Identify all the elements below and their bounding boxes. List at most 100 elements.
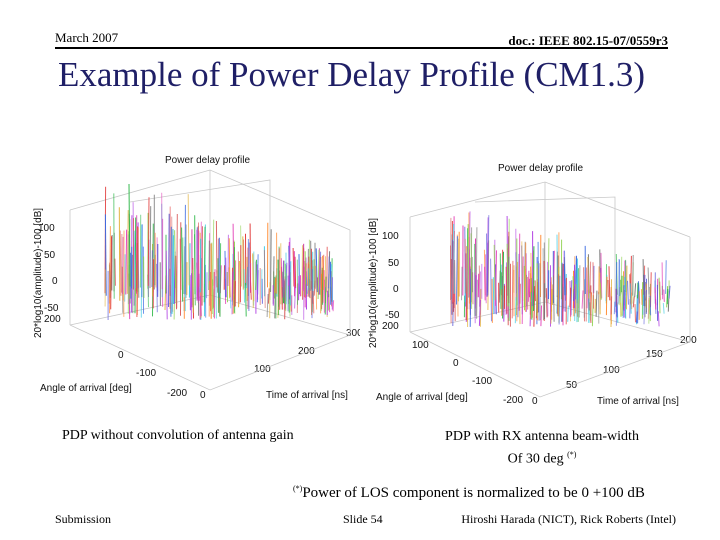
pdp-stem <box>493 244 496 301</box>
angle-tick: 0 <box>118 350 124 361</box>
pdp-stem <box>171 228 174 314</box>
angle-tick: 200 <box>44 314 61 325</box>
time-tick: 0 <box>532 396 538 407</box>
pdp-stem <box>332 300 335 312</box>
pdp-stem <box>118 207 121 301</box>
pdp-stem <box>461 266 463 301</box>
pdp-stem <box>499 253 502 309</box>
angle-tick: -200 <box>167 388 187 399</box>
pdp-stem <box>487 215 490 296</box>
pdp-stem <box>319 251 322 295</box>
pdp-stem <box>154 232 157 288</box>
pdp-stem <box>303 247 305 298</box>
pdp-stem <box>530 252 533 293</box>
z-tick: 0 <box>52 276 58 287</box>
z-tick: 50 <box>44 250 56 261</box>
pdp-stem <box>187 194 190 286</box>
pdp-stem <box>211 242 213 315</box>
pdp-plot-no-antenna: Power delay profile 20*log10(amplitude)-… <box>33 155 360 401</box>
pdp-stem <box>176 213 178 309</box>
pdp-stem <box>213 271 215 308</box>
pdp-stem <box>212 219 215 286</box>
footer-authors: Hiroshi Harada (NICT), Rick Roberts (Int… <box>461 512 676 526</box>
pdp-stem <box>634 283 637 298</box>
caption-right-line2-wrap: Of 30 deg (*) <box>402 446 682 469</box>
pdp-stem <box>583 267 585 322</box>
pdp-stem <box>642 259 645 295</box>
pdp-stem <box>454 259 456 322</box>
pdp-stem <box>600 252 603 299</box>
pdp-stem <box>589 261 592 294</box>
pdp-stem <box>621 275 624 316</box>
z-axis-label: 20*log10(amplitude)-100 [dB] <box>368 218 379 348</box>
pdp-stem <box>266 293 269 318</box>
pdp-stem <box>570 280 573 316</box>
pdp-stem <box>282 260 284 298</box>
pdp-stem <box>306 262 309 286</box>
pdp-stem <box>645 281 647 313</box>
pdp-stem <box>151 250 153 288</box>
pdp-stem <box>292 247 295 287</box>
pdp-stem <box>663 289 665 302</box>
pdp-stem <box>242 236 244 290</box>
pdp-stem <box>243 268 245 303</box>
pdp-stem <box>219 243 222 317</box>
pdp-stem <box>587 254 590 311</box>
pdp-stem <box>322 255 324 290</box>
footer-slide-number: Slide 54 <box>343 512 383 526</box>
pdp-stem <box>641 289 643 305</box>
pdp-stem <box>654 287 657 310</box>
pdp-stem <box>642 292 644 315</box>
pdp-stem <box>622 285 625 318</box>
pdp-stem <box>581 290 584 309</box>
pdp-stem <box>215 220 218 288</box>
pdp-stem <box>608 266 611 301</box>
pdp-stem <box>280 258 283 288</box>
z-tick: -50 <box>44 303 59 314</box>
pdp-stem <box>490 258 492 322</box>
pdp-stem <box>514 297 517 324</box>
pdp-stem <box>165 250 168 320</box>
pdp-stem <box>662 302 665 314</box>
pdp-stem <box>217 258 220 314</box>
pdp-stem <box>122 236 124 295</box>
pdp-stem <box>283 280 285 304</box>
header-divider <box>55 47 668 49</box>
pdp-stem <box>476 279 478 319</box>
pdp-stem <box>134 217 137 314</box>
pdp-stem <box>267 288 270 304</box>
pdp-stem <box>231 271 234 315</box>
pdp-stem <box>567 305 569 322</box>
pdp-stem <box>331 264 333 302</box>
pdp-stem <box>228 267 231 299</box>
pdp-stem <box>521 256 524 325</box>
pdp-stem <box>661 262 664 300</box>
pdp-stem <box>484 266 486 301</box>
z-tick: 100 <box>38 223 55 234</box>
plot-gridlines <box>69 169 351 391</box>
pdp-stem <box>152 257 154 297</box>
pdp-stem <box>125 229 128 295</box>
plot-title: Power delay profile <box>165 155 250 166</box>
pdp-stem <box>317 249 320 300</box>
angle-tick: -100 <box>136 368 156 379</box>
pdp-stem <box>587 256 590 299</box>
pdp-stem <box>110 236 112 310</box>
pdp-stem <box>133 230 136 289</box>
pdp-stem <box>632 296 635 308</box>
pdp-stem <box>228 238 231 298</box>
z-axis-label: 20*log10(amplitude)-100 [dB] <box>33 208 44 338</box>
pdp-stem <box>569 287 572 308</box>
pdp-stem <box>294 286 296 309</box>
time-tick: 200 <box>298 346 315 357</box>
pdp-stem <box>620 302 622 316</box>
pdp-stem <box>511 260 514 319</box>
pdp-stem <box>637 281 639 324</box>
slide-title: Example of Power Delay Profile (CM1.3) <box>58 55 646 94</box>
pdp-stem <box>564 250 566 312</box>
time-tick: 150 <box>646 349 663 360</box>
pdp-stem <box>128 183 131 287</box>
pdp-stem <box>301 245 303 297</box>
pdp-stem <box>479 288 482 327</box>
pdp-stem <box>589 302 591 321</box>
